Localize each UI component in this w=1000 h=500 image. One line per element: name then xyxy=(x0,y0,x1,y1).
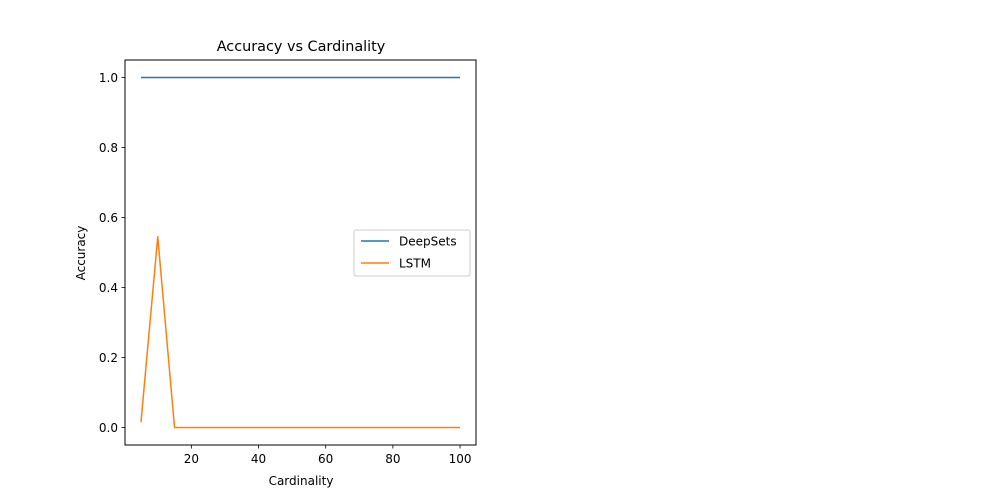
chart-title: Accuracy vs Cardinality xyxy=(217,39,386,55)
y-tick-label: 0.2 xyxy=(99,351,118,365)
x-tick-label: 60 xyxy=(318,452,333,466)
y-tick-label: 0.6 xyxy=(99,211,118,225)
series-layer xyxy=(140,76,461,429)
x-tick-label: 100 xyxy=(449,452,472,466)
ticks-layer: 20 40 60 80 100 0.0 0.2 0.4 0.6 0.8 1.0 xyxy=(99,71,472,466)
y-tick-label: 1.0 xyxy=(99,71,118,85)
y-tick-label: 0.8 xyxy=(99,141,118,155)
legend-label-deepsets: DeepSets xyxy=(399,235,457,249)
x-tick-label: 40 xyxy=(251,452,266,466)
legend-label-lstm: LSTM xyxy=(399,257,431,271)
x-axis-title: Cardinality xyxy=(269,474,334,488)
x-tick-label: 20 xyxy=(184,452,199,466)
y-axis-title: Accuracy xyxy=(74,226,88,281)
series-line-lstm xyxy=(140,236,461,429)
plot-area-frame xyxy=(124,59,477,446)
y-tick-label: 0.0 xyxy=(99,421,118,435)
y-tick-label: 0.4 xyxy=(99,281,118,295)
x-tick-label: 80 xyxy=(385,452,400,466)
legend: DeepSets LSTM xyxy=(353,229,471,277)
